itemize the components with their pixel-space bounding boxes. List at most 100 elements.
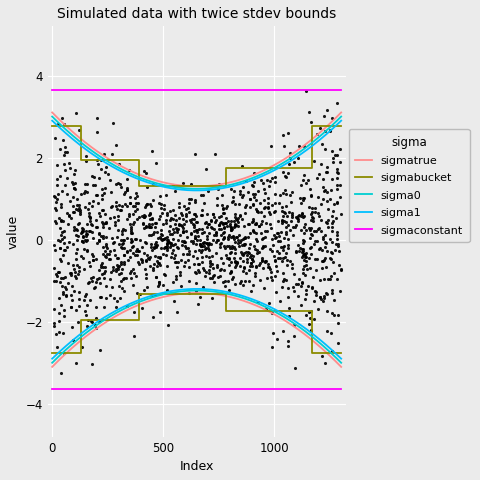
Point [293, 214, 300, 221]
Point [126, 253, 133, 261]
Point [138, 258, 146, 266]
Point [304, 176, 312, 184]
Point [55, 236, 62, 243]
Point [101, 210, 108, 217]
Point [249, 217, 257, 225]
Point [150, 228, 157, 236]
Point [192, 196, 199, 204]
Point [157, 230, 165, 238]
Point [260, 186, 267, 193]
Point [60, 349, 68, 357]
Point [101, 275, 108, 282]
Point [324, 205, 332, 213]
Point [214, 273, 222, 281]
Point [194, 300, 202, 308]
Point [296, 245, 303, 252]
Point [127, 229, 135, 237]
Point [183, 233, 191, 240]
Point [323, 106, 331, 114]
Point [324, 247, 331, 255]
Point [319, 257, 327, 265]
Point [89, 221, 96, 228]
Point [145, 220, 153, 228]
Point [246, 253, 253, 261]
Point [55, 268, 63, 276]
Point [310, 240, 318, 248]
Point [87, 220, 95, 228]
Point [107, 188, 114, 196]
Point [336, 145, 344, 153]
Point [75, 201, 83, 209]
Point [77, 229, 85, 237]
Point [241, 233, 249, 240]
Point [80, 265, 88, 273]
Point [278, 283, 286, 291]
Point [70, 223, 78, 230]
Point [105, 251, 112, 258]
Point [170, 228, 178, 236]
Point [326, 254, 334, 262]
Point [57, 301, 64, 309]
Point [150, 243, 157, 251]
Point [159, 281, 167, 288]
Point [168, 249, 176, 256]
Point [200, 239, 207, 246]
Point [98, 192, 106, 199]
Point [101, 184, 108, 192]
Point [257, 229, 265, 237]
Point [286, 154, 293, 161]
Point [94, 128, 101, 136]
Point [56, 255, 64, 263]
Point [333, 276, 340, 283]
Point [279, 246, 287, 253]
Point [327, 248, 335, 256]
Point [78, 237, 85, 245]
Point [105, 225, 113, 232]
Point [58, 203, 65, 211]
Point [121, 200, 129, 208]
Point [219, 204, 227, 212]
Point [206, 274, 214, 281]
Point [271, 173, 279, 180]
Point [89, 181, 97, 189]
Point [71, 208, 78, 216]
Point [275, 199, 283, 207]
Point [155, 278, 163, 286]
Point [51, 193, 59, 201]
Point [333, 235, 341, 243]
Point [85, 258, 93, 265]
Point [126, 199, 134, 206]
Point [285, 337, 292, 345]
Point [132, 235, 140, 243]
Point [319, 297, 327, 304]
Point [233, 259, 240, 266]
Point [120, 287, 128, 294]
Point [89, 197, 96, 204]
Point [102, 164, 109, 171]
Point [253, 246, 261, 254]
Point [72, 109, 80, 117]
Point [74, 319, 82, 326]
Point [290, 158, 298, 166]
Point [231, 222, 239, 230]
Point [294, 217, 302, 225]
Point [52, 277, 60, 285]
Point [114, 180, 121, 187]
Point [89, 252, 96, 260]
Point [59, 329, 67, 337]
Point [182, 210, 190, 217]
Point [263, 305, 270, 313]
Point [148, 215, 156, 223]
Point [63, 148, 71, 156]
Point [300, 237, 307, 244]
Point [109, 266, 117, 274]
Point [248, 218, 255, 226]
Point [121, 226, 129, 234]
Point [56, 172, 63, 180]
Point [100, 269, 108, 277]
Point [95, 174, 102, 182]
Point [225, 286, 233, 294]
Point [156, 259, 163, 267]
Point [330, 201, 338, 208]
Point [335, 248, 342, 255]
